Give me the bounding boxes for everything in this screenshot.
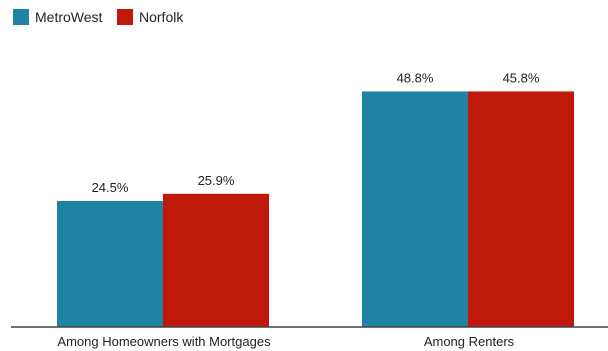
bars (57, 91, 574, 327)
data-label-norfolk-homeowners: 25.9% (198, 173, 235, 188)
legend-swatch-norfolk (117, 9, 133, 25)
category-label-homeowners: Among Homeowners with Mortgages (57, 334, 271, 349)
bar-metrowest-renters (362, 91, 468, 327)
data-label-metrowest-homeowners: 24.5% (92, 180, 129, 195)
legend-label-metrowest: MetroWest (35, 9, 103, 25)
legend-label-norfolk: Norfolk (139, 9, 184, 25)
data-label-metrowest-renters: 48.8% (397, 70, 434, 85)
legend: MetroWest Norfolk (13, 9, 184, 25)
bar-norfolk-renters (468, 91, 574, 327)
value-labels: 24.5% 25.9% 48.8% 45.8% (92, 70, 540, 195)
legend-swatch-metrowest (13, 9, 29, 25)
bar-norfolk-homeowners (163, 193, 269, 327)
bar-metrowest-homeowners (57, 200, 163, 327)
data-label-norfolk-renters: 45.8% (503, 70, 540, 85)
category-labels: Among Homeowners with Mortgages Among Re… (57, 334, 514, 349)
category-label-renters: Among Renters (424, 334, 515, 349)
